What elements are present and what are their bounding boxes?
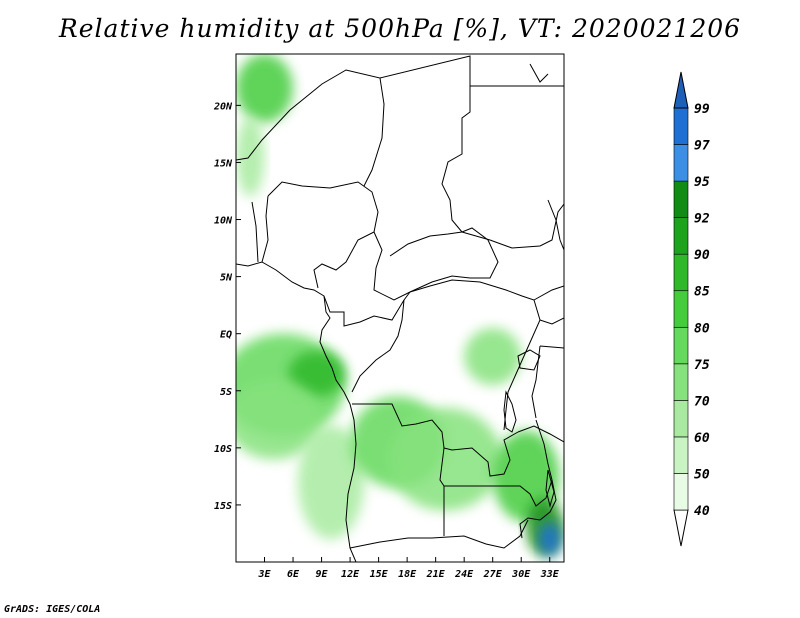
grads-credit: GrADS: IGES/COLA	[4, 604, 101, 615]
humidity-region-7	[388, 407, 503, 511]
border-benin-togo	[251, 195, 269, 263]
colorbar-segment	[673, 107, 689, 145]
humidity-region-3	[288, 350, 346, 397]
humidity-field	[236, 54, 564, 557]
x-axis: 3E 6E 9E 12E 15E 18E 21E 24E 27E 30E 33E	[257, 557, 560, 580]
colorbar-segment	[673, 473, 689, 511]
colorbar-label: 80	[694, 321, 710, 336]
border-drc-north	[351, 279, 541, 431]
coastline-west-africa	[236, 261, 357, 562]
border-libya-chad	[379, 55, 471, 233]
plot-frame	[235, 53, 565, 563]
colorbar-low-cap	[673, 509, 689, 547]
x-tick-label: 24E	[454, 569, 474, 580]
y-axis: 20N 15N 10N 5N EQ 5S 10S 15S	[213, 101, 241, 512]
x-tick-label: 33E	[540, 569, 560, 580]
colorbar-label: 85	[694, 285, 710, 300]
colorbar-segment	[673, 253, 689, 292]
colorbar-segment	[673, 326, 689, 365]
x-tick-label: 9E	[316, 569, 329, 580]
lake-victoria	[517, 349, 541, 371]
colorbar-segment	[673, 400, 689, 438]
nile-east-coast	[529, 63, 564, 251]
x-tick-label: 27E	[483, 569, 503, 580]
humidity-region-0	[236, 54, 294, 123]
colorbar-label: 70	[694, 394, 710, 409]
colorbar-segment	[673, 217, 689, 255]
colorbar-label: 50	[694, 467, 710, 482]
colorbar-segment	[673, 144, 689, 182]
border-malawi-mozambique	[519, 419, 557, 539]
y-tick-label: 10S	[214, 444, 232, 455]
x-tick-label: 12E	[341, 569, 360, 580]
border-mali-niger	[236, 69, 385, 187]
colorbar-label: 99	[694, 102, 710, 117]
humidity-region-1	[236, 116, 265, 197]
x-tick-label: 30E	[511, 569, 531, 580]
border-angola-zambia	[439, 447, 553, 507]
border-tanzania	[517, 345, 564, 443]
y-tick-label: 15S	[214, 501, 232, 512]
colorbar-segment	[673, 363, 689, 401]
y-tick-label: EQ	[220, 330, 232, 341]
colorbar: 40 50 60 70 75 80 85 90 92 95 97 99	[673, 71, 710, 547]
x-tick-label: 6E	[287, 569, 300, 580]
border-nigeria	[267, 181, 379, 289]
x-tick-label: 18E	[398, 569, 417, 580]
country-borders	[236, 55, 564, 562]
x-tick-label: 3E	[257, 569, 271, 580]
border-namibia	[349, 486, 529, 549]
y-tick-label: 10N	[214, 216, 233, 227]
border-cameroon-congo	[323, 291, 411, 327]
lake-malawi	[545, 469, 555, 508]
humidity-region-4	[236, 379, 322, 460]
colorbar-label: 97	[694, 139, 710, 154]
colorbar-segment	[673, 290, 689, 328]
colorbar-segment	[673, 436, 689, 474]
y-tick-label: 20N	[213, 101, 233, 112]
y-tick-label: 5N	[220, 273, 233, 284]
colorbar-label: 95	[694, 175, 710, 190]
x-tick-label: 21E	[426, 569, 446, 580]
y-tick-label: 5S	[220, 387, 232, 398]
humidity-region-9	[492, 430, 560, 523]
colorbar-label: 60	[694, 431, 710, 446]
colorbar-label: 90	[694, 248, 710, 263]
lake-tanganyika	[503, 390, 517, 433]
chart-title: Relative humidity at 500hPa [%], VT: 202…	[58, 14, 742, 43]
border-sudan-southsudan	[461, 203, 564, 249]
border-chad-car	[373, 227, 499, 301]
y-tick-label: 15N	[214, 158, 233, 169]
border-uganda-kenya	[533, 285, 564, 349]
colorbar-label: 92	[694, 212, 710, 227]
border-angola-drc	[352, 403, 519, 477]
colorbar-segment	[673, 180, 689, 218]
colorbar-label: 40	[694, 504, 710, 519]
x-tick-label: 15E	[370, 569, 389, 580]
humidity-region-5	[297, 425, 365, 540]
humidity-region-8	[464, 327, 522, 386]
humidity-region-11	[538, 522, 562, 557]
colorbar-label: 75	[694, 358, 710, 373]
colorbar-high-cap	[673, 71, 689, 109]
